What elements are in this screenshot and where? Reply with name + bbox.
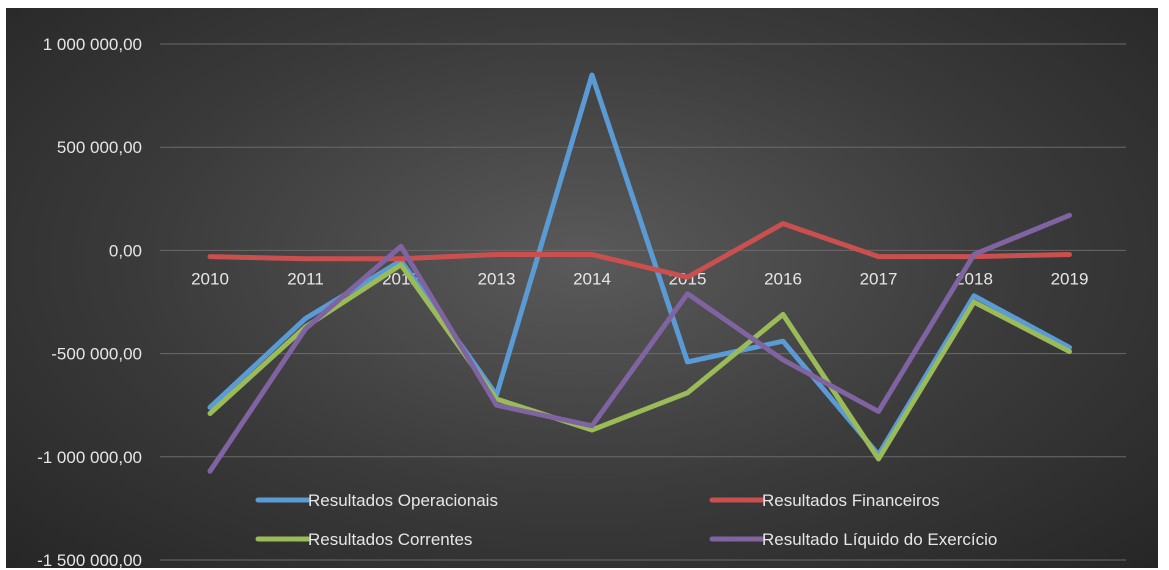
x-tick-label: 2019 [1051, 269, 1089, 288]
y-tick-label: -1 500 000,00 [37, 551, 142, 568]
y-axis: 1 000 000,00 500 000,00 0,00 -500 000,00 -1 … [37, 35, 142, 568]
series-line [207, 212, 1072, 474]
y-tick-label: -1 000 000,00 [37, 448, 142, 467]
legend-entry: Resultados Correntes [308, 530, 472, 549]
x-tick-label: 2017 [860, 269, 898, 288]
x-tick-label: 2011 [287, 269, 324, 288]
x-tick-label: 2014 [573, 269, 611, 288]
x-tick-label: 2010 [191, 269, 229, 288]
y-tick-label: 1 000 000,00 [43, 35, 142, 54]
x-tick-label: 2013 [478, 269, 516, 288]
grid [160, 43, 1126, 561]
series-line [207, 262, 1072, 462]
legend-entry: Resultados Financeiros [762, 491, 940, 510]
y-tick-label: -500 000,00 [51, 345, 142, 364]
chart-area: 1 000 000,00 500 000,00 0,00 -500 000,00 -1 … [6, 8, 1158, 568]
y-tick-label: 500 000,00 [57, 138, 142, 157]
y-tick-label: 0,00 [109, 241, 142, 260]
legend-entry: Resultado Líquido do Exercício [762, 530, 997, 549]
line-chart: 1 000 000,00 500 000,00 0,00 -500 000,00 -1 … [37, 35, 1126, 568]
legend-entry: Resultados Operacionais [308, 491, 498, 510]
series [207, 72, 1072, 474]
series-line [207, 221, 1072, 280]
x-tick-label: 2016 [764, 269, 802, 288]
legend: Resultados Operacionais Resultados Financ… [255, 491, 997, 549]
